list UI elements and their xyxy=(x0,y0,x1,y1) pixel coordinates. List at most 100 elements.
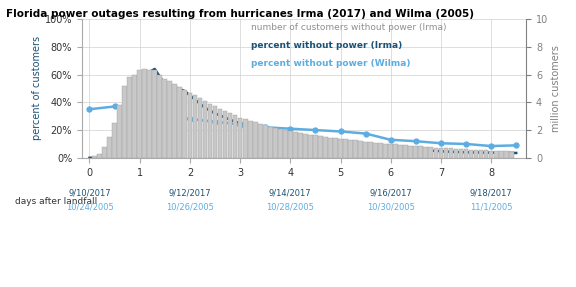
Bar xyxy=(494,151,498,158)
Bar xyxy=(473,150,479,158)
Bar xyxy=(218,109,222,158)
Bar xyxy=(328,137,333,158)
Bar xyxy=(303,134,308,158)
Bar xyxy=(213,106,217,158)
Text: 9/12/2017: 9/12/2017 xyxy=(169,188,211,197)
Bar xyxy=(172,84,177,158)
Bar xyxy=(373,143,378,158)
Bar xyxy=(278,129,283,158)
Bar xyxy=(203,101,207,158)
Bar xyxy=(464,149,468,158)
Bar xyxy=(484,150,488,158)
Bar xyxy=(444,148,448,158)
Bar xyxy=(118,105,122,158)
Text: 9/14/2017: 9/14/2017 xyxy=(269,188,312,197)
Text: 10/28/2005: 10/28/2005 xyxy=(266,202,314,211)
Bar xyxy=(479,150,483,158)
Bar xyxy=(97,154,102,158)
Bar xyxy=(438,148,444,158)
Bar xyxy=(112,123,117,158)
Bar xyxy=(122,86,127,158)
Bar xyxy=(253,123,257,158)
Bar xyxy=(399,145,403,158)
Bar xyxy=(308,135,313,158)
Bar xyxy=(268,127,272,158)
Bar xyxy=(453,149,458,158)
Bar xyxy=(242,119,248,158)
Bar xyxy=(147,70,152,158)
Bar xyxy=(162,79,167,158)
Bar xyxy=(388,144,393,158)
Bar xyxy=(298,133,303,158)
Bar xyxy=(137,70,142,158)
Bar xyxy=(469,150,473,158)
Text: 10/24/2005: 10/24/2005 xyxy=(66,202,113,211)
Bar xyxy=(223,111,228,158)
Bar xyxy=(198,98,202,158)
Bar xyxy=(313,135,318,158)
Bar xyxy=(408,146,413,158)
Bar xyxy=(358,141,363,158)
Bar xyxy=(353,141,358,158)
Bar xyxy=(263,125,268,158)
Bar xyxy=(509,152,514,158)
Bar xyxy=(338,139,343,158)
Text: 9/16/2017: 9/16/2017 xyxy=(369,188,412,197)
Y-axis label: million customers: million customers xyxy=(551,45,561,132)
Bar xyxy=(283,130,287,158)
Bar xyxy=(238,118,242,158)
Bar xyxy=(363,141,368,158)
Text: 9/18/2017: 9/18/2017 xyxy=(470,188,513,197)
Text: percent without power (Irma): percent without power (Irma) xyxy=(251,41,402,50)
Bar xyxy=(228,113,233,158)
Bar xyxy=(323,137,328,158)
Text: 11/1/2005: 11/1/2005 xyxy=(470,202,513,211)
Text: 9/10/2017: 9/10/2017 xyxy=(68,188,111,197)
Bar xyxy=(343,139,348,158)
Text: number of customers without power (Irma): number of customers without power (Irma) xyxy=(251,23,446,32)
Bar xyxy=(423,147,428,158)
Bar xyxy=(153,70,157,158)
Bar xyxy=(92,156,97,158)
Bar xyxy=(248,121,252,158)
Bar xyxy=(273,128,278,158)
Text: 10/26/2005: 10/26/2005 xyxy=(166,202,214,211)
Bar xyxy=(458,149,463,158)
Bar xyxy=(393,144,398,158)
Bar xyxy=(102,147,107,158)
Text: percent without power (Wilma): percent without power (Wilma) xyxy=(251,59,410,68)
Bar xyxy=(293,132,298,158)
Bar xyxy=(183,90,187,158)
Bar xyxy=(157,75,162,158)
Bar xyxy=(333,138,338,158)
Bar xyxy=(177,87,182,158)
Bar xyxy=(107,137,112,158)
Bar xyxy=(429,147,433,158)
Text: Florida power outages resulting from hurricanes Irma (2017) and Wilma (2005): Florida power outages resulting from hur… xyxy=(6,9,473,19)
Bar xyxy=(192,95,198,158)
Bar xyxy=(127,77,132,158)
Bar xyxy=(168,82,172,158)
Bar xyxy=(504,152,509,158)
Bar xyxy=(368,142,373,158)
Bar xyxy=(434,148,438,158)
Bar xyxy=(418,146,423,158)
Bar xyxy=(403,145,408,158)
Bar xyxy=(142,69,147,158)
Bar xyxy=(188,93,192,158)
Bar xyxy=(383,144,388,158)
Bar xyxy=(449,148,453,158)
Bar xyxy=(288,131,293,158)
Bar xyxy=(318,136,323,158)
Bar xyxy=(132,75,137,158)
Bar xyxy=(348,140,353,158)
Text: days after landfall: days after landfall xyxy=(16,197,97,206)
Bar xyxy=(488,151,494,158)
Bar xyxy=(378,143,383,158)
Bar xyxy=(499,151,503,158)
Bar xyxy=(258,124,263,158)
Y-axis label: percent of customers: percent of customers xyxy=(32,36,42,140)
Text: 10/30/2005: 10/30/2005 xyxy=(367,202,415,211)
Bar xyxy=(233,115,237,158)
Bar xyxy=(207,104,213,158)
